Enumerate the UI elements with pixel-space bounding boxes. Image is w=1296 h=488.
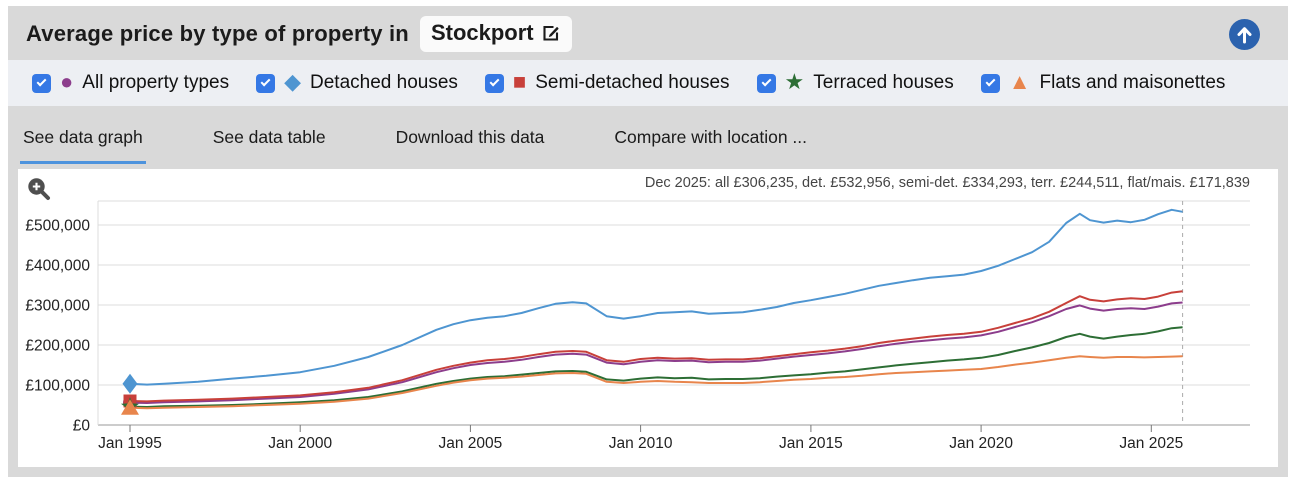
circle-marker-icon: ●	[60, 69, 74, 94]
legend-item-terraced-houses[interactable]: ★ Terraced houses	[756, 69, 954, 94]
x-tick-label: Jan 2025	[1119, 435, 1183, 452]
legend-checkbox-detached-houses[interactable]	[256, 73, 276, 93]
tab-see-data-table[interactable]: See data table	[212, 127, 326, 147]
legend-item-semi-detached-houses[interactable]: ■ Semi-detached houses	[484, 69, 730, 94]
first-point-diamond-marker	[122, 373, 138, 394]
checkmark-icon	[260, 76, 271, 87]
first-point-triangle-marker	[121, 399, 139, 415]
legend-checkbox-flats-and-maisonettes[interactable]	[980, 73, 1000, 93]
latest-values-annotation: Dec 2025: all £306,235, det. £532,956, s…	[644, 175, 1250, 191]
legend-checkbox-terraced-houses[interactable]	[756, 73, 776, 93]
checkmark-icon	[761, 76, 771, 87]
tab-download-this-data[interactable]: Download this data	[395, 127, 545, 147]
legend-label: Semi-detached houses	[535, 72, 730, 93]
legend: ● All property types ◆ Detached houses ■ Semi…	[8, 60, 1288, 106]
legend-checkbox-semi-detached-houses[interactable]	[484, 73, 504, 93]
legend-item-all-property-types[interactable]: ● All property types	[32, 69, 230, 94]
y-tick-label: £500,000	[25, 218, 90, 235]
x-tick-label: Jan 2020	[949, 435, 1013, 452]
diamond-marker-icon: ◆	[284, 69, 302, 94]
legend-item-flats-and-maisonettes[interactable]: ▲ Flats and maisonettes	[980, 69, 1226, 94]
property-price-widget: Average price by type of property in Sto…	[8, 6, 1288, 477]
legend-label: Terraced houses	[813, 72, 954, 93]
gridlines	[97, 200, 1250, 426]
y-tick-label: £200,000	[25, 338, 90, 355]
arrow-up-icon	[1237, 26, 1252, 43]
legend-label: Detached houses	[310, 72, 458, 93]
y-tick-label: £300,000	[25, 298, 90, 315]
legend-label: Flats and maisonettes	[1039, 72, 1226, 93]
y-tick-label: £100,000	[25, 378, 90, 395]
star-marker-icon: ★	[784, 69, 805, 94]
y-tick-label: £0	[73, 418, 91, 435]
legend-label: All property types	[82, 72, 230, 93]
chart-panel: Dec 2025: all £306,235, det. £532,956, s…	[18, 169, 1278, 467]
header: Average price by type of property in Sto…	[8, 6, 1288, 58]
checkmark-icon	[489, 76, 500, 87]
y-tick-label: £400,000	[25, 258, 90, 275]
x-tick-label: Jan 2010	[609, 435, 673, 452]
tab-see-data-graph[interactable]: See data graph	[20, 127, 146, 164]
price-chart[interactable]: Jan 1995 Jan 2000 Jan 2005 Jan 2010 Jan 2015…	[18, 169, 1278, 467]
legend-item-detached-houses[interactable]: ◆ Detached houses	[256, 69, 458, 94]
tabs: See data graph See data table Download thi…	[8, 108, 1288, 164]
series-line-detached-houses[interactable]	[129, 208, 1183, 386]
triangle-marker-icon: ▲	[1008, 69, 1031, 94]
location-name: Stockport	[430, 20, 534, 45]
zoom-in-button[interactable]	[26, 176, 52, 202]
magnifier-plus-icon	[28, 178, 50, 200]
x-tick-label: Jan 2005	[439, 435, 503, 452]
price-chart-svg[interactable]: Jan 1995 Jan 2000 Jan 2005 Jan 2010 Jan 2015…	[18, 169, 1278, 467]
edit-icon[interactable]	[541, 23, 561, 43]
x-tick-label: Jan 1995	[98, 435, 162, 452]
x-tick-label: Jan 2000	[268, 435, 332, 452]
series-line-flats-and-maisonettes[interactable]	[129, 355, 1183, 410]
x-axis: Jan 1995 Jan 2000 Jan 2005 Jan 2010 Jan 2015…	[98, 425, 1183, 452]
x-tick-label: Jan 2015	[779, 435, 843, 452]
square-marker-icon: ■	[512, 69, 527, 94]
checkmark-icon	[985, 76, 996, 87]
series-line-terraced-houses[interactable]	[129, 326, 1183, 408]
y-axis: £0 £100,000 £200,000 £300,000 £400,000 £500,0…	[25, 218, 90, 435]
legend-checkbox-all-property-types[interactable]	[32, 73, 51, 93]
series-line-all-property-types[interactable]	[129, 301, 1183, 404]
location-chip[interactable]: Stockport	[419, 16, 572, 52]
tab-compare-with-location[interactable]: Compare with location ...	[614, 127, 808, 147]
checkmark-icon	[36, 76, 47, 87]
series-line-semi-detached-houses[interactable]	[129, 290, 1183, 403]
scroll-to-top-button[interactable]	[1229, 18, 1260, 50]
page-title: Average price by type of property in	[26, 21, 409, 46]
